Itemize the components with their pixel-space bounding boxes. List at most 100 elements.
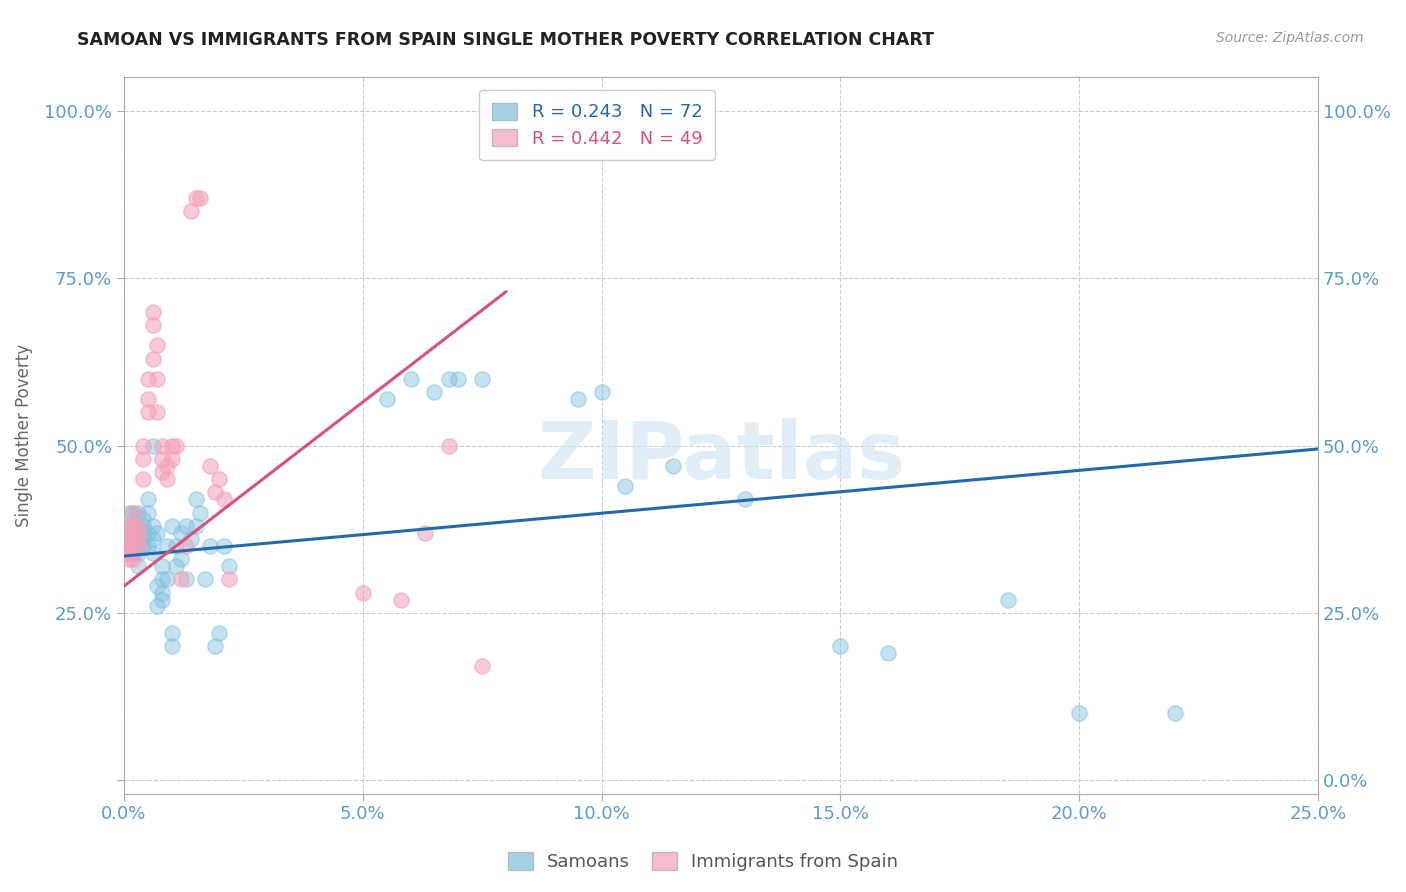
Text: Source: ZipAtlas.com: Source: ZipAtlas.com	[1216, 31, 1364, 45]
Point	[194, 573, 217, 587]
Point	[166, 559, 188, 574]
Point	[142, 533, 165, 547]
Point	[118, 546, 141, 560]
Point	[142, 439, 165, 453]
Point	[150, 452, 173, 467]
Point	[136, 405, 159, 419]
Point	[212, 539, 235, 553]
Point	[997, 592, 1019, 607]
Point	[389, 592, 412, 607]
Point	[352, 586, 374, 600]
Point	[132, 439, 155, 453]
Point	[118, 546, 141, 560]
Point	[662, 458, 685, 473]
Point	[170, 552, 193, 566]
Point	[437, 439, 460, 453]
Point	[122, 525, 145, 540]
Legend: Samoans, Immigrants from Spain: Samoans, Immigrants from Spain	[501, 846, 905, 879]
Point	[174, 519, 197, 533]
Point	[150, 439, 173, 453]
Point	[150, 573, 173, 587]
Point	[142, 546, 165, 560]
Point	[156, 458, 179, 473]
Point	[174, 539, 197, 553]
Point	[118, 533, 141, 547]
Point	[877, 646, 900, 660]
Y-axis label: Single Mother Poverty: Single Mother Poverty	[15, 344, 32, 527]
Point	[150, 592, 173, 607]
Text: SAMOAN VS IMMIGRANTS FROM SPAIN SINGLE MOTHER POVERTY CORRELATION CHART: SAMOAN VS IMMIGRANTS FROM SPAIN SINGLE M…	[77, 31, 935, 49]
Point	[136, 525, 159, 540]
Point	[118, 552, 141, 566]
Point	[146, 372, 169, 386]
Point	[188, 191, 211, 205]
Point	[184, 191, 207, 205]
Point	[471, 659, 494, 673]
Point	[437, 372, 460, 386]
Point	[180, 204, 202, 219]
Point	[118, 506, 141, 520]
Legend: R = 0.243   N = 72, R = 0.442   N = 49: R = 0.243 N = 72, R = 0.442 N = 49	[479, 90, 716, 161]
Point	[122, 519, 145, 533]
Point	[122, 533, 145, 547]
Point	[127, 519, 149, 533]
Point	[174, 573, 197, 587]
Point	[132, 525, 155, 540]
Point	[118, 519, 141, 533]
Point	[142, 304, 165, 318]
Point	[160, 626, 183, 640]
Point	[136, 372, 159, 386]
Point	[127, 559, 149, 574]
Point	[146, 579, 169, 593]
Point	[218, 559, 240, 574]
Point	[614, 479, 637, 493]
Point	[208, 626, 231, 640]
Point	[122, 539, 145, 553]
Point	[136, 392, 159, 406]
Point	[184, 519, 207, 533]
Point	[150, 559, 173, 574]
Point	[132, 472, 155, 486]
Point	[156, 573, 179, 587]
Point	[208, 472, 231, 486]
Point	[127, 525, 149, 540]
Point	[160, 640, 183, 654]
Point	[198, 539, 221, 553]
Point	[127, 533, 149, 547]
Point	[1164, 706, 1187, 721]
Point	[212, 492, 235, 507]
Point	[136, 492, 159, 507]
Point	[160, 519, 183, 533]
Point	[127, 539, 149, 553]
Point	[471, 372, 494, 386]
Point	[180, 533, 202, 547]
Point	[150, 586, 173, 600]
Point	[413, 525, 436, 540]
Point	[830, 640, 852, 654]
Point	[118, 539, 141, 553]
Point	[146, 405, 169, 419]
Point	[136, 506, 159, 520]
Point	[136, 539, 159, 553]
Point	[218, 573, 240, 587]
Point	[132, 512, 155, 526]
Point	[166, 439, 188, 453]
Point	[122, 539, 145, 553]
Point	[198, 458, 221, 473]
Point	[122, 506, 145, 520]
Point	[132, 519, 155, 533]
Point	[591, 385, 613, 400]
Point	[160, 439, 183, 453]
Point	[122, 525, 145, 540]
Point	[399, 372, 422, 386]
Point	[447, 372, 470, 386]
Point	[170, 573, 193, 587]
Point	[132, 533, 155, 547]
Point	[127, 546, 149, 560]
Point	[156, 539, 179, 553]
Point	[122, 546, 145, 560]
Point	[146, 338, 169, 352]
Point	[567, 392, 589, 406]
Point	[170, 525, 193, 540]
Point	[423, 385, 446, 400]
